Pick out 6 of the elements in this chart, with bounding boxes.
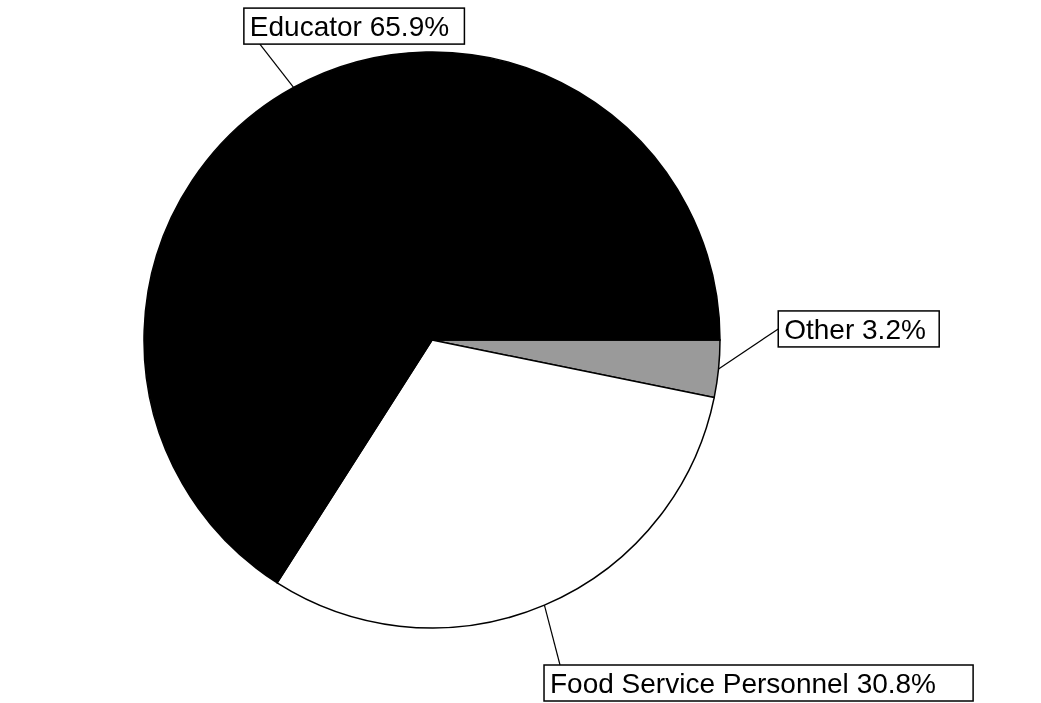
slice-label: Other	[784, 313, 855, 345]
data-label: 30.8%	[856, 667, 937, 699]
slice-label: Educator	[249, 10, 362, 42]
data-label: 3.2%	[862, 313, 926, 345]
slice-label: Food Service Personnel	[550, 667, 849, 699]
data-label: 65.9%	[369, 10, 450, 42]
